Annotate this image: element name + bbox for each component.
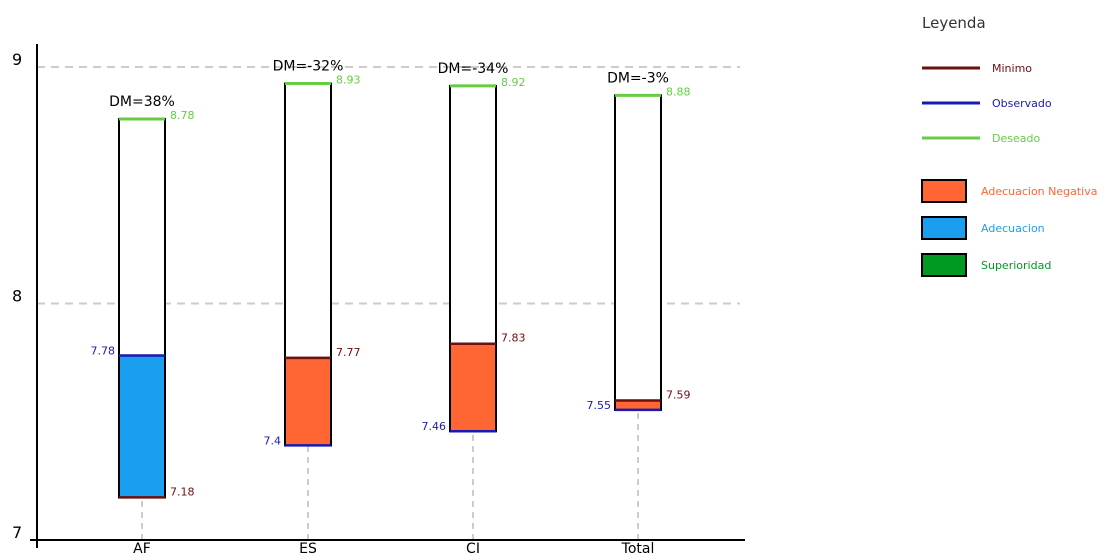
deseado-value-label: 8.92 xyxy=(501,76,526,89)
observado-value-label: 7.4 xyxy=(264,434,282,447)
y-tick-label: 7 xyxy=(12,523,22,542)
gap-bar xyxy=(449,342,497,433)
legend-box-swatch xyxy=(921,216,967,240)
legend-line-label: Minimo xyxy=(992,62,1032,75)
x-category-label: CI xyxy=(466,541,480,556)
gap-bar xyxy=(284,356,332,447)
legend-line-label: Observado xyxy=(992,97,1052,110)
minimo-value-label: 7.77 xyxy=(336,346,361,359)
legend-box-label: Adecuacion Negativa xyxy=(981,185,1097,198)
minimo-value-label: 7.59 xyxy=(666,388,691,401)
minimo-value-label: 7.18 xyxy=(170,485,195,498)
legend-line-label: Deseado xyxy=(992,132,1040,145)
deseado-value-label: 8.78 xyxy=(170,109,195,122)
observado-value-label: 7.55 xyxy=(587,399,612,412)
observado-value-label: 7.78 xyxy=(91,345,116,358)
dm-label: DM=-32% xyxy=(273,59,344,75)
legend-title: Leyenda xyxy=(922,14,986,32)
y-tick-label: 8 xyxy=(12,287,22,306)
legend: Leyenda Minimo Observado Deseado Adecuacion… xyxy=(921,14,1097,277)
gap-bar xyxy=(614,399,662,411)
dm-label: DM=-3% xyxy=(607,70,669,86)
x-category-label: AF xyxy=(133,541,151,556)
observado-value-label: 7.46 xyxy=(422,420,447,433)
gap-bar xyxy=(118,354,166,499)
dm-label: DM=38% xyxy=(109,94,175,110)
deseado-value-label: 8.93 xyxy=(336,74,361,87)
deseado-value-label: 8.88 xyxy=(666,85,691,98)
axes: 7 8 9 AF ES CI Total xyxy=(12,44,745,556)
dm-label: DM=-34% xyxy=(438,61,509,77)
legend-box-swatch xyxy=(921,253,967,277)
bar-outline xyxy=(614,94,662,411)
y-tick-label: 9 xyxy=(12,50,22,69)
legend-box-swatch xyxy=(921,179,967,203)
x-category-label: Total xyxy=(621,541,655,556)
legend-box-label: Superioridad xyxy=(981,259,1051,272)
legend-box-label: Adecuacion xyxy=(981,222,1045,235)
minimo-value-label: 7.83 xyxy=(501,332,526,345)
bars: 8.78 7.18 7.78 DM=38% 8.93 7.77 7.4 DM=-32% 8.92… xyxy=(91,59,691,499)
x-category-label: ES xyxy=(299,541,317,556)
